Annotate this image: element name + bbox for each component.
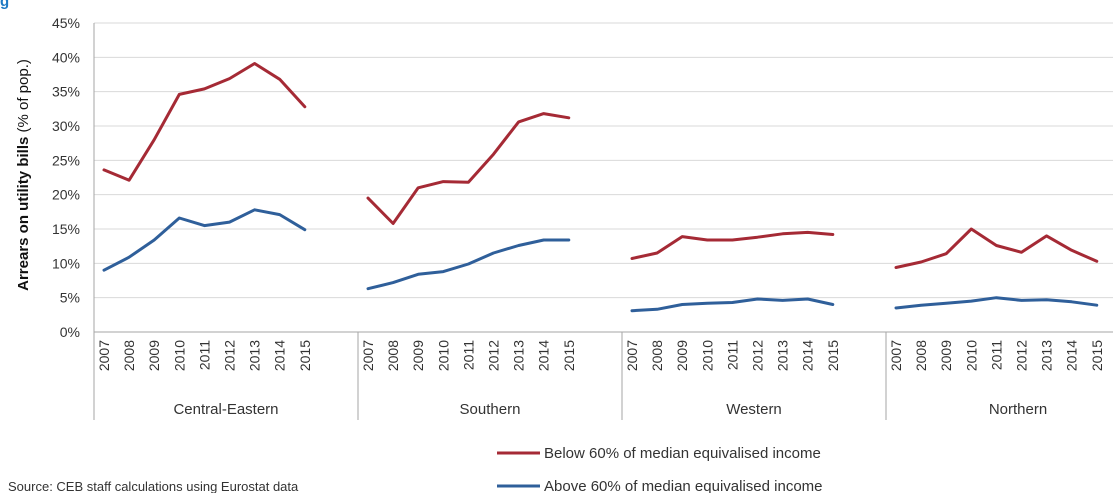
series-line-below bbox=[102, 62, 307, 182]
y-tick-label: 0% bbox=[60, 324, 80, 340]
group-label: Central-Eastern bbox=[173, 401, 278, 418]
plot-area bbox=[102, 62, 1099, 313]
x-tick-label: 2007 bbox=[624, 340, 640, 371]
x-tick-label: 2009 bbox=[674, 340, 690, 371]
x-tick-label: 2011 bbox=[724, 340, 740, 370]
x-tick-label: 2010 bbox=[699, 340, 715, 371]
x-tick-label: 2015 bbox=[561, 340, 577, 371]
y-axis-label-bold: Arrears on utility bills bbox=[15, 137, 32, 291]
x-tick-label: 2009 bbox=[146, 340, 162, 371]
x-tick-label: 2014 bbox=[800, 340, 816, 371]
group-label: Western bbox=[726, 401, 782, 418]
x-tick-label: 2012 bbox=[222, 340, 238, 371]
x-axis: 2007 2008 2009 2010 2011 2012 2013 2014 2015 Cent… bbox=[93, 331, 1113, 420]
x-tick-label: 2008 bbox=[385, 340, 401, 371]
y-axis: 0% 5% 10% 15% 20% 25% 30% 35% 40% 45% bbox=[52, 15, 95, 340]
y-tick-label: 25% bbox=[52, 152, 80, 168]
y-axis-label-unit: (% of pop.) bbox=[15, 59, 32, 137]
x-tick-label: 2011 bbox=[196, 340, 212, 370]
x-tick-label: 2014 bbox=[536, 340, 552, 371]
x-tick-label: 2012 bbox=[486, 340, 502, 371]
x-tick-label: 2008 bbox=[649, 340, 665, 371]
x-tick-label: 2013 bbox=[775, 340, 791, 371]
x-tick-label: 2012 bbox=[750, 340, 766, 371]
series-line-above bbox=[102, 208, 307, 272]
x-tick-label: 2008 bbox=[913, 340, 929, 371]
top-caption-fragment: g bbox=[0, 0, 9, 10]
x-tick-label: 2013 bbox=[511, 340, 527, 371]
x-tick-label: 2008 bbox=[121, 340, 137, 371]
series-line-above bbox=[366, 238, 571, 291]
legend-label-above: Above 60% of median equivalised income bbox=[544, 478, 823, 493]
x-tick-label: 2010 bbox=[435, 340, 451, 371]
x-tick-label: 2009 bbox=[938, 340, 954, 371]
y-tick-label: 30% bbox=[52, 118, 80, 134]
x-tick-label: 2009 bbox=[410, 340, 426, 371]
y-axis-label: Arrears on utility bills (% of pop.) bbox=[15, 59, 32, 291]
x-tick-label: 2007 bbox=[96, 340, 112, 371]
x-tick-label: 2015 bbox=[297, 340, 313, 371]
source-note: Source: CEB staff calculations using Eur… bbox=[8, 479, 299, 493]
x-tick-label: 2014 bbox=[272, 340, 288, 371]
x-tick-label: 2007 bbox=[360, 340, 376, 371]
y-tick-label: 15% bbox=[52, 221, 80, 237]
series-line-below bbox=[894, 227, 1099, 269]
y-tick-label: 20% bbox=[52, 187, 80, 203]
x-tick-label: 2013 bbox=[1039, 340, 1055, 371]
group-label: Southern bbox=[460, 401, 521, 418]
x-tick-label: 2012 bbox=[1014, 340, 1030, 371]
group-label: Northern bbox=[989, 401, 1047, 418]
x-tick-label: 2007 bbox=[888, 340, 904, 371]
series-line-above bbox=[894, 296, 1099, 310]
legend: Below 60% of median equivalised income A… bbox=[497, 445, 823, 493]
x-tick-label: 2010 bbox=[171, 340, 187, 371]
x-tick-label: 2015 bbox=[825, 340, 841, 371]
y-tick-label: 5% bbox=[60, 290, 80, 306]
gridlines bbox=[94, 22, 1113, 299]
x-tick-label: 2011 bbox=[460, 340, 476, 370]
y-tick-label: 40% bbox=[52, 49, 80, 65]
x-tick-label: 2015 bbox=[1089, 340, 1105, 371]
y-tick-label: 35% bbox=[52, 84, 80, 100]
series-line-above bbox=[630, 297, 835, 313]
series-line-below bbox=[366, 112, 571, 225]
x-tick-label: 2014 bbox=[1064, 340, 1080, 371]
series-line-below bbox=[630, 230, 835, 260]
legend-label-below: Below 60% of median equivalised income bbox=[544, 445, 821, 462]
y-tick-label: 45% bbox=[52, 15, 80, 31]
x-tick-label: 2010 bbox=[963, 340, 979, 371]
x-tick-label: 2011 bbox=[988, 340, 1004, 370]
x-tick-label: 2013 bbox=[247, 340, 263, 371]
y-tick-label: 10% bbox=[52, 255, 80, 271]
